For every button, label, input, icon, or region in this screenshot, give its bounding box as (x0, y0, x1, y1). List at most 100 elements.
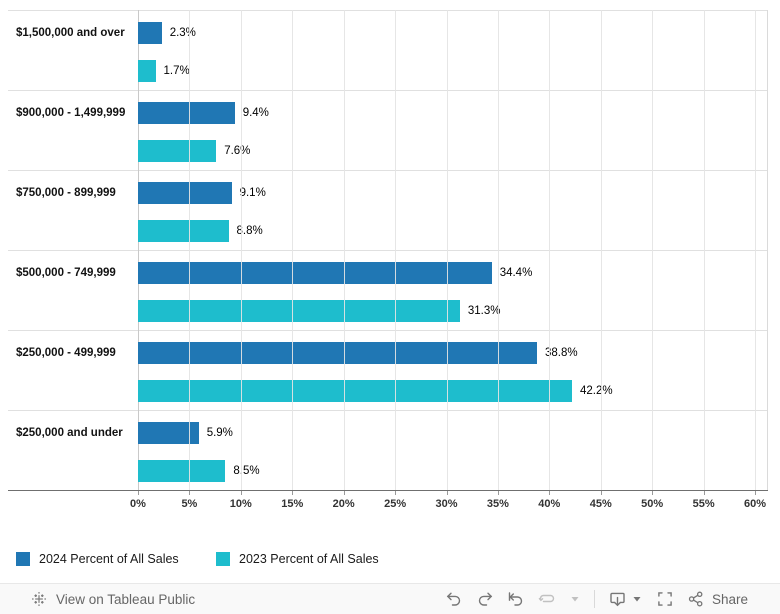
gridline (600, 10, 602, 490)
legend-swatch-icon (16, 552, 30, 566)
view-on-tableau-label: View on Tableau Public (56, 591, 196, 607)
gridline (343, 10, 345, 490)
bar-value-label: 1.7% (163, 65, 190, 77)
row-separator (8, 250, 768, 251)
refresh-icon[interactable] (538, 590, 556, 608)
x-axis-line (8, 490, 768, 491)
axis-tick-label: 30% (435, 498, 458, 510)
gridline (549, 10, 551, 490)
reset-icon[interactable] (507, 590, 525, 608)
category-label[interactable]: $750,000 - 899,999 (16, 187, 116, 199)
redo-icon[interactable] (476, 590, 494, 608)
axis-tick-label: 10% (229, 498, 252, 510)
axis-tick (343, 490, 345, 495)
refresh-caret-icon[interactable] (569, 593, 581, 605)
bar-value-label: 2.3% (169, 27, 196, 39)
row-separator (8, 10, 768, 11)
gridline (292, 10, 294, 490)
view-on-tableau-link[interactable]: View on Tableau Public (31, 591, 195, 607)
gridline (497, 10, 499, 490)
axis-tick-label: 50% (641, 498, 664, 510)
axis-tick-label: 60% (743, 498, 767, 510)
y-axis-baseline (138, 10, 139, 490)
legend-label: 2023 Percent of All Sales (239, 552, 379, 566)
tableau-toolbar: View on Tableau Public (0, 583, 780, 614)
axis-tick (703, 490, 705, 495)
axis-tick (652, 490, 654, 495)
gridline (395, 10, 397, 490)
axis-tick (138, 490, 139, 495)
bar-2023[interactable] (138, 300, 460, 322)
legend-item[interactable]: 2023 Percent of All Sales (216, 552, 379, 566)
bar-value-label: 7.6% (224, 145, 251, 157)
row-separator (8, 170, 768, 171)
gridline (755, 10, 756, 490)
axis-tick (549, 490, 551, 495)
row-separator (8, 90, 768, 91)
share-button[interactable]: Share (687, 590, 748, 608)
legend: 2024 Percent of All Sales 2023 Percent of… (0, 548, 780, 578)
category-label[interactable]: $500,000 - 749,999 (16, 267, 116, 279)
axis-tick-label: 40% (538, 498, 561, 510)
legend-swatch-icon (216, 552, 230, 566)
axis-tick (189, 490, 191, 495)
gridline (189, 10, 191, 490)
bar-value-label: 9.1% (239, 187, 266, 199)
bar-2024[interactable] (138, 102, 235, 124)
legend-item[interactable]: 2024 Percent of All Sales (16, 552, 179, 566)
row-separator (8, 410, 768, 411)
bar-2024[interactable] (138, 262, 492, 284)
bar-value-label: 38.8% (545, 347, 578, 359)
bar-2023[interactable] (138, 460, 226, 482)
bar-value-label: 34.4% (499, 267, 533, 279)
axis-tick-label: 0% (130, 498, 146, 510)
bar-2023[interactable] (138, 60, 156, 82)
gridline (240, 10, 242, 490)
axis-tick (446, 490, 448, 495)
gridline (703, 10, 705, 490)
category-label[interactable]: $250,000 - 499,999 (16, 347, 116, 359)
bar-2024[interactable] (138, 422, 199, 444)
plot-right-border (767, 10, 768, 490)
fullscreen-icon[interactable] (656, 590, 674, 608)
axis-tick (292, 490, 294, 495)
bar-value-label: 8.8% (236, 225, 263, 237)
bar-2023[interactable] (138, 380, 572, 402)
category-label[interactable]: $900,000 - 1,499,999 (16, 107, 126, 119)
axis-tick (497, 490, 499, 495)
bar-value-label: 5.9% (206, 427, 233, 439)
download-caret-icon (633, 597, 641, 602)
legend-label: 2024 Percent of All Sales (39, 552, 179, 566)
category-label[interactable]: $250,000 and under (16, 427, 123, 439)
row-separator (8, 330, 768, 331)
bar-2024[interactable] (138, 182, 232, 204)
bar-value-label: 31.3% (467, 305, 501, 317)
gridline (446, 10, 448, 490)
axis-tick-label: 15% (281, 498, 304, 510)
bar-value-label: 9.4% (242, 107, 269, 119)
axis-tick-label: 55% (692, 498, 715, 510)
bar-value-label: 42.2% (580, 385, 613, 397)
axis-tick-label: 45% (589, 498, 612, 510)
bar-2024[interactable] (138, 22, 162, 44)
axis-tick-label: 35% (486, 498, 509, 510)
axis-tick (240, 490, 242, 495)
bar-2023[interactable] (138, 140, 217, 162)
axis-tick (755, 490, 756, 495)
axis-tick-label: 5% (181, 498, 198, 510)
bar-2024[interactable] (138, 342, 537, 364)
tableau-logo-icon (31, 591, 47, 607)
toolbar-divider (593, 590, 595, 608)
category-label[interactable]: $1,500,000 and over (16, 27, 125, 39)
undo-icon[interactable] (445, 590, 463, 608)
share-icon (687, 590, 705, 608)
axis-tick-label: 20% (332, 498, 355, 510)
toolbar-actions: Share (445, 590, 748, 609)
axis-tick (600, 490, 602, 495)
axis-tick-label: 25% (384, 498, 407, 510)
bar-2023[interactable] (138, 220, 229, 242)
download-icon[interactable] (608, 590, 643, 609)
bar-value-label: 8.5% (233, 465, 260, 477)
